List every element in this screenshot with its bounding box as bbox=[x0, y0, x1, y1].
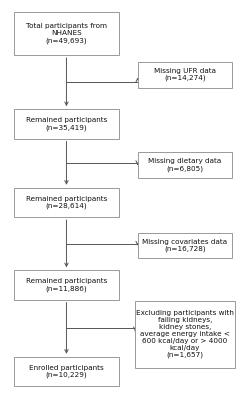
Text: Excluding participants with
failing kidneys,
kidney stones,
average energy intak: Excluding participants with failing kidn… bbox=[136, 310, 234, 358]
Bar bbox=[14, 270, 119, 300]
Bar bbox=[14, 357, 119, 386]
Text: Total participants from
NHANES
(n=49,693): Total participants from NHANES (n=49,693… bbox=[26, 23, 107, 44]
Bar bbox=[138, 152, 233, 178]
Bar bbox=[138, 62, 233, 87]
Text: Missing covariates data
(n=16,728): Missing covariates data (n=16,728) bbox=[143, 239, 227, 253]
Text: Remained participants
(n=35,419): Remained participants (n=35,419) bbox=[26, 117, 107, 131]
Text: Enrolled participants
(n=10,229): Enrolled participants (n=10,229) bbox=[29, 365, 104, 378]
Text: Remained participants
(n=11,886): Remained participants (n=11,886) bbox=[26, 278, 107, 292]
Bar bbox=[138, 233, 233, 259]
Text: Missing UFR data
(n=14,274): Missing UFR data (n=14,274) bbox=[154, 68, 216, 81]
Text: Remained participants
(n=28,614): Remained participants (n=28,614) bbox=[26, 196, 107, 209]
Bar bbox=[14, 12, 119, 55]
Bar bbox=[14, 188, 119, 217]
Bar bbox=[135, 301, 235, 367]
Text: Missing dietary data
(n=6,805): Missing dietary data (n=6,805) bbox=[148, 158, 222, 172]
Bar bbox=[14, 109, 119, 139]
